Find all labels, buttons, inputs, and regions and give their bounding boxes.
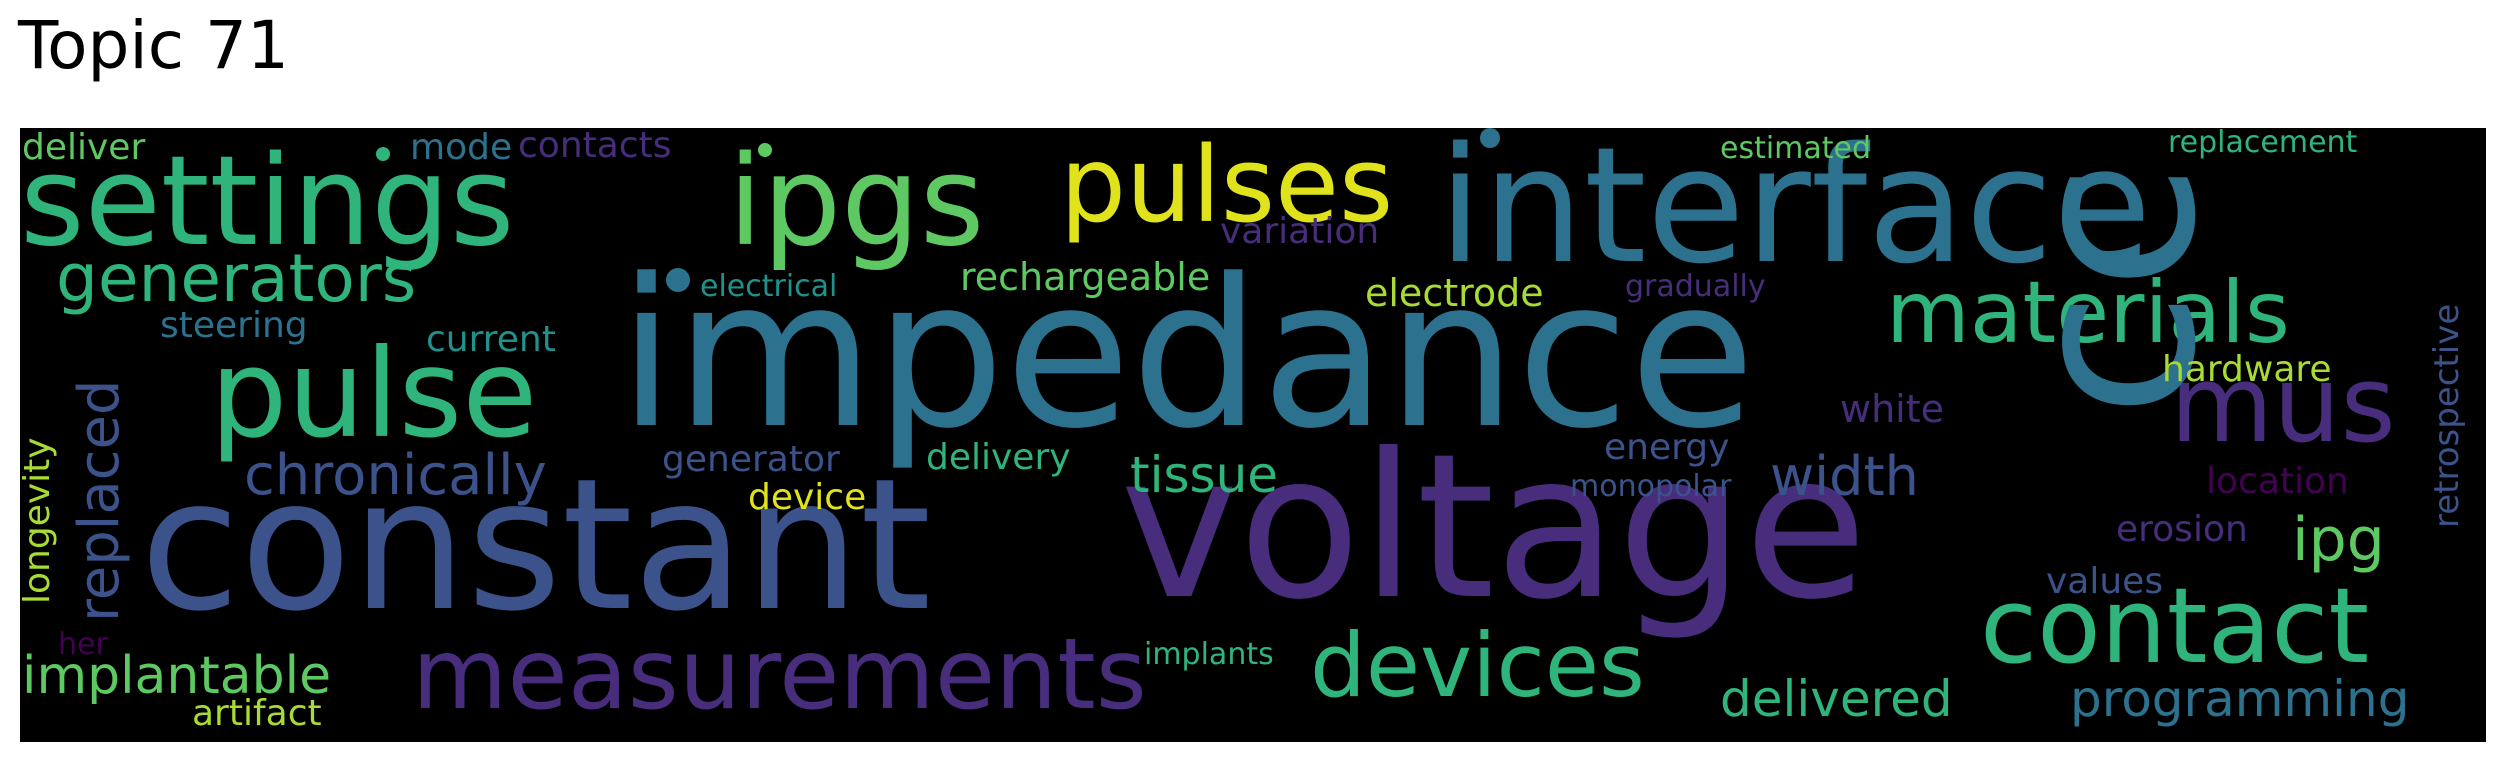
word-width: width	[1770, 445, 1919, 508]
word-implants: implants	[1144, 637, 1274, 672]
word-ipg: ipg	[2292, 505, 2385, 575]
word-replacement: replacement	[2168, 128, 2358, 160]
word-mode: mode	[410, 128, 513, 168]
word-programming: programming	[2070, 670, 2410, 728]
word-values: values	[2046, 561, 2164, 602]
word-mus: mus	[2170, 343, 2396, 466]
word-energy: energy	[1604, 427, 1730, 468]
word-location: location	[2206, 461, 2349, 502]
word-artifact: artifact	[192, 693, 322, 734]
word-voltage: voltage	[1120, 411, 1868, 644]
word-tissue: tissue	[1130, 446, 1279, 504]
word-chronically: chronically	[244, 443, 547, 508]
word-ipgs: ipgs	[728, 130, 985, 274]
word-steering: steering	[160, 305, 308, 346]
word-contact: contact	[1980, 565, 2370, 687]
word-hardware: hardware	[2162, 349, 2332, 390]
word-longevity: longevity	[20, 437, 58, 604]
word-variation: variation	[1220, 211, 1380, 252]
word-pulse: pulse	[210, 323, 538, 465]
word-replaced: replaced	[67, 379, 132, 622]
word-her: her	[58, 627, 108, 662]
word-devices: devices	[1310, 614, 1645, 717]
word-rechargeable: rechargeable	[960, 255, 1211, 299]
word-erosion: erosion	[2116, 509, 2248, 550]
dot-mark	[376, 147, 390, 161]
word-gradually: gradually	[1625, 269, 1766, 304]
word-constant: constant	[140, 439, 932, 651]
word-electrical: electrical	[700, 269, 838, 304]
word-estimated: estimated	[1720, 131, 1872, 166]
word-white: white	[1840, 387, 1944, 431]
word-impedance: impedance	[618, 236, 1756, 474]
word-delivery: delivery	[926, 437, 1071, 478]
word-pulses: pulses	[1060, 128, 1394, 246]
dot-mark	[758, 143, 772, 157]
page-title: Topic 71	[18, 7, 289, 84]
word-device: device	[748, 477, 867, 518]
word-materials: materials	[1886, 263, 2290, 363]
word-current: current	[426, 319, 556, 360]
word-settings: settings	[20, 130, 515, 274]
word-monopolar: monopolar	[1570, 469, 1732, 504]
word-electrode: electrode	[1365, 271, 1544, 315]
word-deliver: deliver	[22, 128, 146, 168]
word-cloud: impedance voltage constant interface set…	[20, 128, 2486, 742]
word-delivered: delivered	[1720, 670, 1953, 728]
word-generators: generators	[56, 240, 417, 317]
dot-mark	[1480, 128, 1500, 148]
word-contacts: contacts	[518, 128, 672, 166]
word-generator: generator	[662, 439, 840, 480]
word-implantable: implantable	[22, 646, 332, 706]
word-interface: interface	[1438, 128, 2152, 299]
word-measurements: measurements	[412, 618, 1147, 732]
dot-mark	[666, 268, 690, 292]
word-retrospective: retrospective	[2427, 303, 2467, 528]
